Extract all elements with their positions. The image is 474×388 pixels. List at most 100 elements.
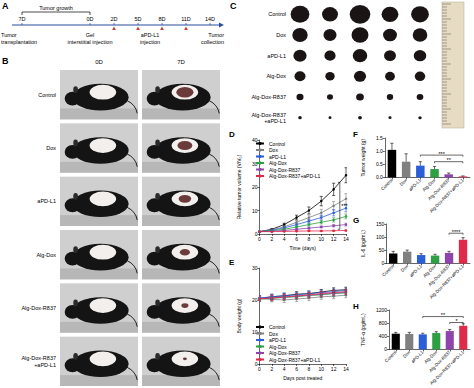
svg-text:150: 150: [376, 221, 385, 227]
svg-text:****: ****: [452, 229, 461, 235]
svg-text:Control: Control: [380, 178, 394, 192]
svg-text:400: 400: [379, 333, 388, 339]
svg-text:TNF-α (pg/mL): TNF-α (pg/mL): [360, 313, 366, 346]
svg-text:2: 2: [270, 366, 273, 372]
svg-text:7D: 7D: [177, 59, 185, 65]
svg-text:0: 0: [384, 346, 387, 352]
svg-text:Dox: Dox: [399, 177, 409, 187]
svg-text:Dox: Dox: [400, 263, 410, 273]
svg-text:2: 2: [270, 236, 273, 242]
svg-text:0: 0: [258, 236, 261, 242]
svg-text:Alg-Dox-R837+aPD-L1: Alg-Dox-R837+aPD-L1: [429, 349, 465, 385]
svg-text:Alg-Dox: Alg-Dox: [36, 252, 56, 258]
svg-text:aPD-L1injection: aPD-L1injection: [140, 32, 160, 45]
svg-text:Relative tumor volume (V/V₀): Relative tumor volume (V/V₀): [236, 154, 242, 219]
svg-text:14: 14: [343, 236, 349, 242]
svg-text:Alg-Dox: Alg-Dox: [269, 344, 287, 350]
svg-text:100: 100: [376, 234, 385, 240]
svg-text:0D: 0D: [86, 16, 93, 22]
svg-text:0: 0: [381, 260, 384, 266]
svg-text:Control: Control: [38, 92, 56, 98]
svg-text:10: 10: [318, 236, 324, 242]
svg-text:aPD-L1: aPD-L1: [409, 263, 424, 278]
svg-text:0.0: 0.0: [376, 174, 383, 180]
svg-text:IL-6 (pg/mL): IL-6 (pg/mL): [360, 230, 366, 258]
svg-text:10: 10: [252, 208, 258, 214]
svg-text:14: 14: [343, 366, 349, 372]
svg-text:Alg-Dox: Alg-Dox: [266, 73, 286, 79]
svg-text:Control: Control: [268, 11, 286, 17]
svg-text:aPD-L1: aPD-L1: [267, 53, 286, 59]
svg-text:Alg-Dox-R837+aPD-L1: Alg-Dox-R837+aPD-L1: [429, 263, 465, 299]
svg-text:1.5: 1.5: [376, 135, 383, 141]
svg-text:Control: Control: [269, 141, 285, 147]
svg-text:Tumor weight (g): Tumor weight (g): [360, 139, 366, 177]
svg-text:30: 30: [251, 160, 258, 167]
svg-text:4: 4: [283, 236, 286, 242]
svg-text:Body weight (g): Body weight (g): [236, 298, 242, 333]
svg-text:6: 6: [295, 236, 298, 242]
svg-text:5D: 5D: [134, 16, 141, 22]
svg-text:8D: 8D: [158, 16, 165, 22]
svg-text:aPD-L1: aPD-L1: [37, 198, 56, 204]
svg-text:***: ***: [341, 203, 348, 209]
svg-text:Alg-Dox-R837+aPD-L1: Alg-Dox-R837+aPD-L1: [251, 112, 286, 125]
svg-text:1.0: 1.0: [376, 148, 383, 154]
svg-text:Dox: Dox: [269, 331, 278, 337]
svg-text:Control: Control: [384, 350, 398, 364]
svg-text:Dox: Dox: [276, 32, 286, 38]
svg-text:30: 30: [252, 265, 258, 271]
svg-text:Dox: Dox: [402, 349, 412, 359]
svg-text:Alg-Dox-R837: Alg-Dox-R837: [251, 94, 286, 100]
svg-text:1200: 1200: [376, 307, 387, 313]
svg-text:11D: 11D: [181, 16, 191, 22]
svg-text:40: 40: [252, 137, 258, 143]
svg-text:Alg-Dox-R837+aPD-L1: Alg-Dox-R837+aPD-L1: [269, 173, 320, 179]
svg-text:*: *: [455, 318, 458, 324]
svg-text:12: 12: [331, 236, 337, 242]
svg-text:Dox: Dox: [46, 145, 56, 151]
svg-text:800: 800: [379, 320, 388, 326]
svg-text:7D: 7D: [18, 16, 25, 22]
svg-text:Alg-Dox-R837: Alg-Dox-R837: [269, 350, 301, 356]
svg-text:Control: Control: [381, 264, 395, 278]
svg-text:20: 20: [252, 297, 258, 303]
svg-text:Alg-Dox-R837+aPD-L1: Alg-Dox-R837+aPD-L1: [269, 357, 320, 363]
svg-text:0.5: 0.5: [376, 161, 383, 167]
svg-text:Alg-Dox-R837+aPD-L1: Alg-Dox-R837+aPD-L1: [21, 355, 56, 368]
svg-text:**: **: [441, 312, 446, 318]
svg-text:Time (days): Time (days): [290, 245, 317, 251]
svg-text:20: 20: [252, 184, 258, 190]
svg-text:Alg-Dox-R837: Alg-Dox-R837: [269, 167, 301, 173]
svg-text:Dox: Dox: [269, 147, 278, 153]
svg-text:50: 50: [379, 247, 385, 253]
svg-text:8: 8: [308, 236, 311, 242]
svg-text:0D: 0D: [95, 59, 103, 65]
svg-text:***: ***: [438, 151, 445, 157]
svg-text:**: **: [447, 157, 452, 163]
svg-text:10: 10: [318, 366, 324, 372]
svg-text:12: 12: [331, 366, 337, 372]
svg-text:Alg-Dox-R837+aPD-L1: Alg-Dox-R837+aPD-L1: [429, 177, 465, 213]
svg-text:6: 6: [295, 366, 298, 372]
svg-text:aPD-L1: aPD-L1: [410, 349, 425, 364]
svg-text:Alg-Dox: Alg-Dox: [269, 160, 287, 166]
svg-text:aPD-L1: aPD-L1: [269, 337, 286, 343]
svg-text:Tumortransplantation: Tumortransplantation: [1, 32, 37, 45]
svg-text:Control: Control: [269, 324, 285, 330]
svg-text:C: C: [230, 1, 237, 11]
svg-text:Alg-Dox-R837: Alg-Dox-R837: [21, 305, 56, 311]
svg-text:Tumor growth: Tumor growth: [39, 5, 73, 11]
svg-text:8: 8: [308, 366, 311, 372]
svg-text:B: B: [2, 56, 9, 66]
svg-text:Gelinterstitial injection: Gelinterstitial injection: [68, 32, 113, 45]
svg-text:Tumorcollection: Tumorcollection: [201, 32, 224, 45]
svg-text:4: 4: [283, 366, 286, 372]
svg-text:aPD-L1: aPD-L1: [408, 177, 423, 192]
svg-text:aPD-L1: aPD-L1: [269, 154, 286, 160]
svg-text:14D: 14D: [205, 16, 215, 22]
svg-text:Days post treated: Days post treated: [283, 375, 322, 381]
svg-text:2D: 2D: [110, 16, 117, 22]
svg-text:A: A: [2, 1, 9, 11]
svg-text:0: 0: [258, 366, 261, 372]
